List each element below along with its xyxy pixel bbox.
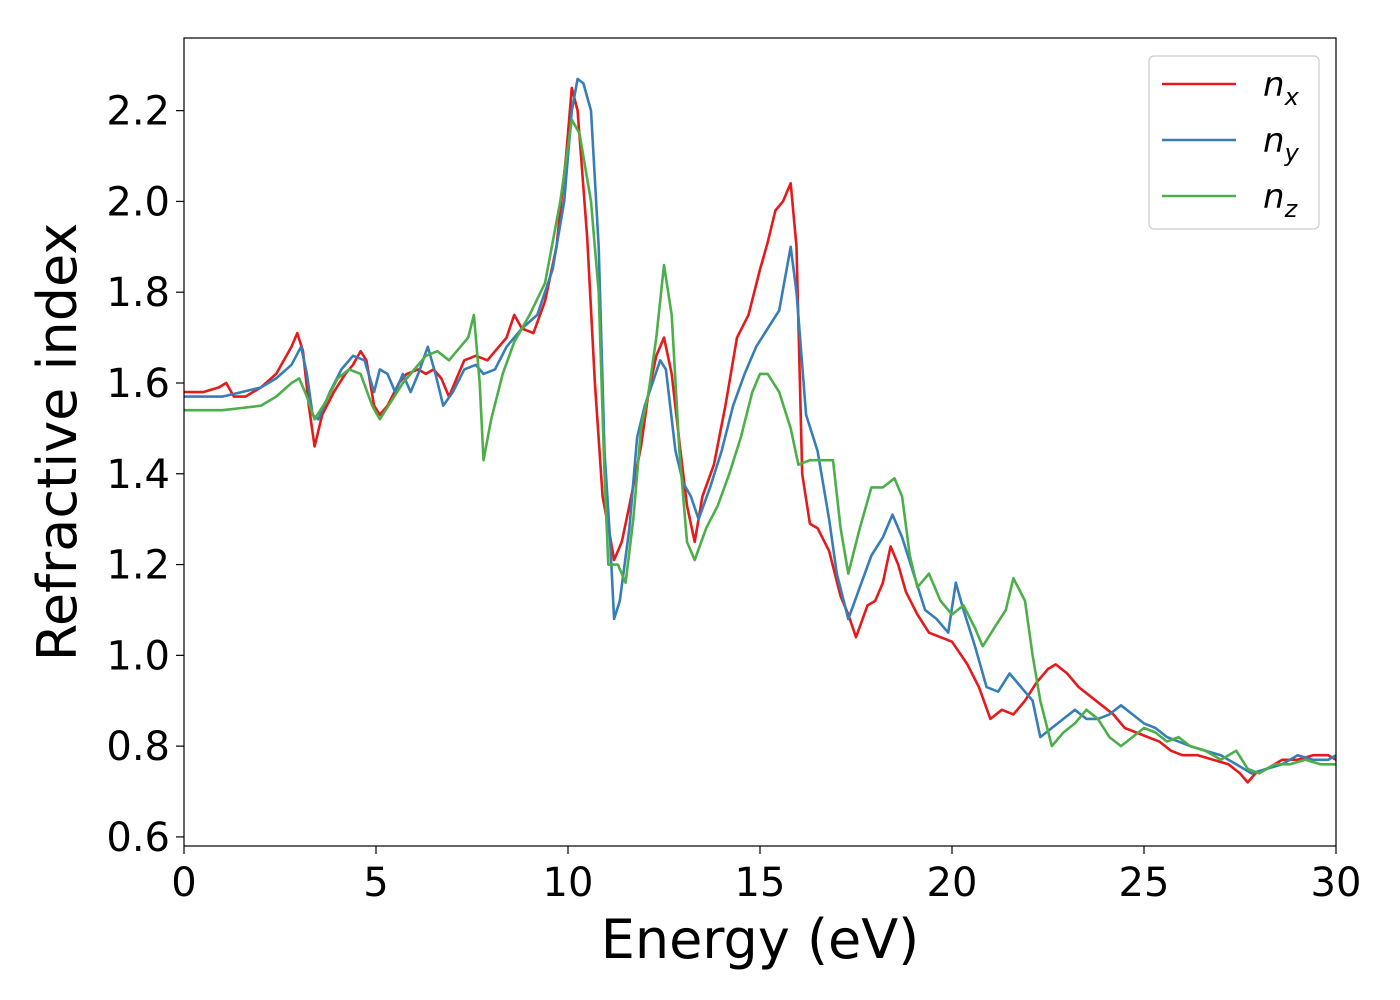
y-tick-label: 1.0 — [106, 633, 170, 679]
y-tick-label: 0.8 — [106, 724, 170, 770]
x-tick-label: 30 — [1311, 860, 1362, 906]
y-tick-label: 1.8 — [106, 270, 170, 316]
x-tick-label: 20 — [927, 860, 978, 906]
legend-label-ny: ny — [1263, 121, 1300, 167]
y-tick-label: 1.6 — [106, 361, 170, 407]
legend: nx ny nz — [1148, 55, 1320, 230]
legend-box — [1148, 55, 1320, 230]
series-layer — [184, 77, 1336, 784]
y-tick-label: 0.6 — [106, 815, 170, 861]
x-tick-label: 5 — [363, 860, 388, 906]
series-line-nx — [184, 86, 1336, 784]
y-tick-label: 2.0 — [106, 179, 170, 225]
x-tick-label: 15 — [735, 860, 786, 906]
x-tick-label: 0 — [171, 860, 196, 906]
y-tick-label: 1.2 — [106, 543, 170, 589]
x-tick-label: 10 — [543, 860, 594, 906]
y-axis-label: Refractive index — [26, 223, 89, 662]
x-axis-label: Energy (eV) — [601, 908, 920, 971]
x-axis-ticks: 0 5 10 15 20 25 30 — [171, 846, 1361, 906]
legend-entries: nx ny nz — [1162, 65, 1300, 223]
legend-label-nz: nz — [1263, 177, 1299, 223]
y-tick-label: 2.2 — [106, 89, 170, 135]
legend-label-nx: nx — [1263, 65, 1300, 111]
y-tick-label: 1.4 — [106, 452, 170, 498]
series-line-nz — [184, 118, 1336, 775]
y-axis-ticks: 0.6 0.8 1.0 1.2 1.4 1.6 1.8 2.0 2.2 — [106, 89, 184, 861]
x-tick-label: 25 — [1119, 860, 1170, 906]
